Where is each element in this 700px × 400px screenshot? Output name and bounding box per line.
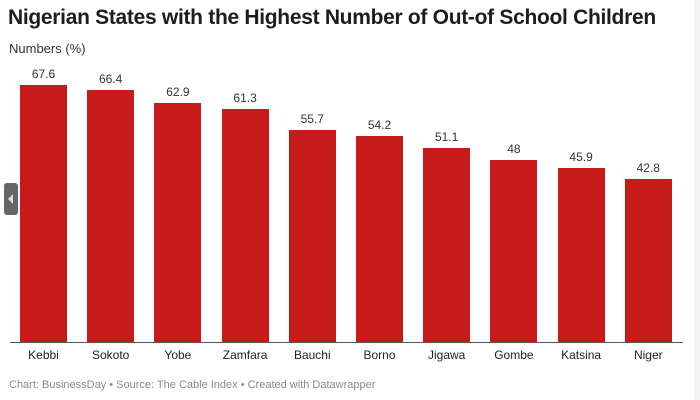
bar-gombe [490, 159, 538, 342]
x-tick-label: Yobe [164, 348, 192, 362]
bar-zamfara [221, 109, 269, 342]
chart-footer-credits: Chart: BusinessDay • Source: The Cable I… [9, 379, 376, 391]
bar-value-label: 42.8 [636, 161, 660, 176]
bar-jigawa [423, 147, 471, 342]
bar-value-label: 55.7 [300, 112, 324, 127]
bar-kebbi [20, 85, 67, 342]
x-tick-label: Zamfara [222, 348, 268, 362]
bar-value-label: 62.9 [166, 84, 190, 99]
right-edge-strip [694, 0, 700, 400]
y-axis-label: Numbers (%) [9, 41, 86, 56]
bar-katsina [557, 167, 605, 342]
x-tick-label: Niger [633, 348, 663, 362]
bar-value-label: 45.9 [569, 149, 593, 164]
bar-bauchi [288, 130, 336, 342]
bar-yobe [154, 102, 202, 342]
bar-value-label: 61.3 [233, 91, 257, 106]
bar-borno [356, 136, 403, 342]
bar-value-label: 54.2 [367, 118, 392, 133]
bar-value-label: 51.1 [435, 129, 459, 144]
bar-value-label: 66.4 [99, 71, 123, 86]
chart-title: Nigerian States with the Highest Number … [8, 6, 656, 29]
x-tick-label: Katsina [561, 348, 602, 362]
x-tick-label: Kebbi [28, 348, 59, 362]
bar-sokoto [87, 89, 135, 342]
bar-niger [624, 179, 672, 342]
bar-value-label: 48 [507, 141, 521, 156]
x-tick-label: Jigawa [428, 348, 466, 362]
x-tick-label: Bauchi [293, 348, 331, 362]
bar-value-label: 67.6 [31, 67, 56, 82]
x-tick-label: Sokoto [92, 348, 130, 362]
scroll-left-handle-icon[interactable] [4, 183, 18, 215]
x-axis-line [10, 342, 683, 343]
x-tick-label: Gombe [494, 348, 534, 362]
x-tick-label: Borno [363, 348, 396, 362]
